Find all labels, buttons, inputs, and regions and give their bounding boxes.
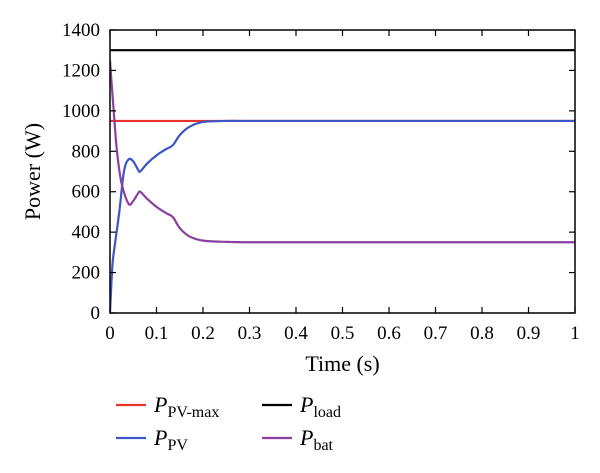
legend-label-sub: bat — [313, 437, 333, 454]
y-tick-label: 200 — [72, 263, 101, 284]
x-tick-label: 0.4 — [284, 323, 308, 344]
plot-frame — [109, 29, 576, 314]
axis-ticks: 0 0.1 0.2 0.3 0.4 0.5 0.6 0.7 0.8 0.9 1 0 200 400 600 8… — [62, 20, 580, 344]
legend-label-main: P — [299, 425, 313, 450]
legend-label-sub: PV — [167, 437, 188, 454]
x-tick-label: 1 — [570, 323, 580, 344]
legend-label-bat: Pbat — [299, 425, 334, 454]
legend-label-pv: PPV — [153, 425, 188, 454]
y-axis-title: Power (W) — [20, 123, 45, 220]
legend-label-load: Pload — [299, 392, 341, 421]
legend-label-main: P — [153, 392, 167, 417]
x-tick-label: 0.7 — [424, 323, 448, 344]
y-tick-label: 800 — [72, 141, 101, 162]
x-tick-label: 0.6 — [377, 323, 401, 344]
legend-label-pv_max: PPV-max — [153, 392, 219, 421]
series-line-bat — [110, 60, 575, 244]
x-tick-label: 0.8 — [470, 323, 494, 344]
y-tick-label: 1200 — [62, 60, 100, 81]
x-tick-label: 0.2 — [191, 323, 215, 344]
legend-label-sub: load — [313, 404, 341, 421]
legend-label-main: P — [299, 392, 313, 417]
y-tick-label: 1400 — [62, 20, 100, 41]
x-tick-label: 0.5 — [331, 323, 355, 344]
series-line-pv — [110, 119, 575, 313]
x-tick-label: 0.9 — [517, 323, 541, 344]
x-axis-title: Time (s) — [305, 351, 379, 376]
series-lines — [110, 49, 575, 313]
x-tick-label: 0 — [105, 323, 115, 344]
x-tick-label: 0.3 — [238, 323, 262, 344]
y-tick-label: 1000 — [62, 101, 100, 122]
x-tick-label: 0.1 — [145, 323, 169, 344]
y-tick-label: 400 — [72, 222, 101, 243]
legend-label-sub: PV-max — [167, 404, 219, 421]
y-tick-label: 0 — [91, 303, 101, 324]
y-tick-label: 600 — [72, 182, 101, 203]
legend-label-main: P — [153, 425, 167, 450]
